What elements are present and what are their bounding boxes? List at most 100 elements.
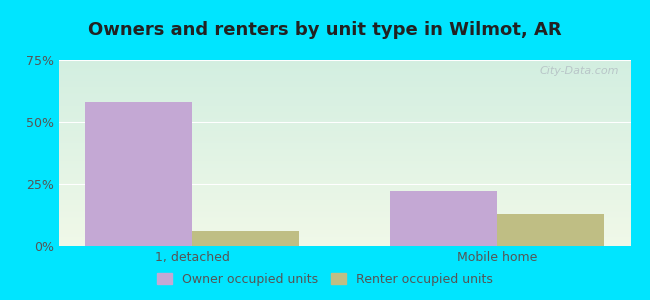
- Bar: [58, 165, 630, 166]
- Bar: [58, 232, 630, 233]
- Bar: [58, 96, 630, 97]
- Bar: [58, 245, 630, 246]
- Bar: [58, 83, 630, 84]
- Bar: [58, 230, 630, 231]
- Bar: [58, 193, 630, 194]
- Bar: [497, 214, 604, 246]
- Bar: [58, 151, 630, 152]
- Bar: [58, 207, 630, 208]
- Bar: [58, 117, 630, 118]
- Bar: [58, 105, 630, 106]
- Bar: [58, 156, 630, 157]
- Bar: [58, 132, 630, 133]
- Bar: [58, 196, 630, 197]
- Bar: [58, 112, 630, 113]
- Bar: [58, 153, 630, 154]
- Bar: [58, 212, 630, 214]
- Bar: [58, 176, 630, 177]
- Bar: [58, 61, 630, 62]
- Bar: [58, 222, 630, 223]
- Bar: [58, 234, 630, 235]
- Bar: [58, 223, 630, 224]
- Bar: [58, 243, 630, 244]
- Bar: [58, 177, 630, 178]
- Bar: [58, 161, 630, 162]
- Bar: [58, 128, 630, 129]
- Bar: [58, 98, 630, 99]
- Bar: [58, 90, 630, 91]
- Bar: [58, 160, 630, 161]
- Bar: [58, 220, 630, 221]
- Bar: [58, 88, 630, 89]
- Bar: [58, 235, 630, 236]
- Bar: [58, 140, 630, 141]
- Bar: [58, 86, 630, 87]
- Bar: [58, 75, 630, 76]
- Bar: [58, 181, 630, 182]
- Bar: [58, 174, 630, 175]
- Bar: [58, 118, 630, 119]
- Bar: [58, 171, 630, 172]
- Bar: [58, 97, 630, 98]
- Bar: [58, 78, 630, 79]
- Bar: [58, 107, 630, 108]
- Bar: [58, 102, 630, 103]
- Bar: [58, 160, 630, 161]
- Bar: [58, 149, 630, 150]
- Bar: [58, 77, 630, 78]
- Text: Owners and renters by unit type in Wilmot, AR: Owners and renters by unit type in Wilmo…: [88, 21, 562, 39]
- Bar: [58, 179, 630, 180]
- Bar: [58, 241, 630, 242]
- Bar: [58, 244, 630, 245]
- Bar: [58, 60, 630, 61]
- Bar: [58, 62, 630, 63]
- Bar: [58, 138, 630, 139]
- Bar: [58, 239, 630, 240]
- Bar: [58, 208, 630, 209]
- Bar: [58, 136, 630, 137]
- Bar: [58, 66, 630, 67]
- Bar: [58, 89, 630, 90]
- Bar: [58, 240, 630, 241]
- Bar: [58, 87, 630, 88]
- Bar: [58, 183, 630, 184]
- Bar: [58, 130, 630, 131]
- Bar: [58, 224, 630, 225]
- Bar: [58, 199, 630, 200]
- Bar: [58, 188, 630, 189]
- Bar: [85, 102, 192, 246]
- Bar: [58, 162, 630, 163]
- Bar: [58, 225, 630, 226]
- Bar: [58, 134, 630, 135]
- Bar: [58, 238, 630, 239]
- Bar: [58, 157, 630, 158]
- Bar: [58, 219, 630, 220]
- Bar: [58, 108, 630, 109]
- Bar: [58, 118, 630, 119]
- Bar: [58, 133, 630, 134]
- Bar: [58, 137, 630, 138]
- Bar: [58, 189, 630, 190]
- Bar: [58, 198, 630, 199]
- Bar: [58, 180, 630, 181]
- Bar: [58, 144, 630, 145]
- Bar: [58, 106, 630, 107]
- Bar: [58, 164, 630, 165]
- Bar: [58, 99, 630, 100]
- Bar: [58, 211, 630, 212]
- Bar: [58, 200, 630, 201]
- Bar: [58, 74, 630, 75]
- Bar: [58, 141, 630, 142]
- Bar: [192, 231, 299, 246]
- Bar: [58, 182, 630, 183]
- Bar: [58, 82, 630, 83]
- Bar: [58, 178, 630, 179]
- Bar: [58, 195, 630, 196]
- Bar: [58, 229, 630, 230]
- Bar: [58, 168, 630, 169]
- Bar: [58, 100, 630, 101]
- Bar: [58, 145, 630, 146]
- Bar: [58, 215, 630, 216]
- Bar: [58, 114, 630, 115]
- Bar: [58, 146, 630, 147]
